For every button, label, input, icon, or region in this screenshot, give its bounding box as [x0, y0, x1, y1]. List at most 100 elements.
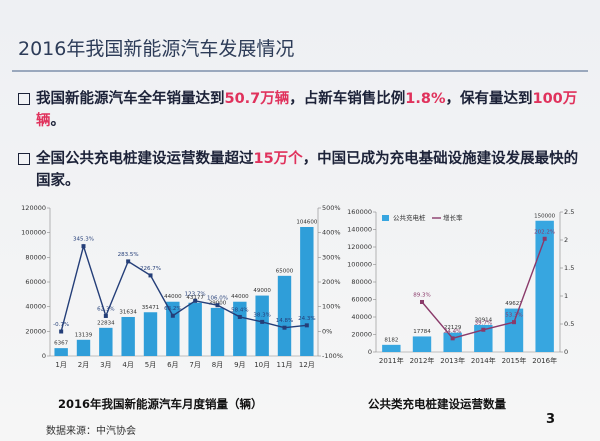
bar	[443, 332, 462, 352]
bar-label: 49627	[505, 301, 523, 307]
line-marker	[215, 303, 220, 308]
point-label: 38.3%	[253, 312, 270, 318]
y-tick-label: 20000	[25, 327, 46, 335]
x-tick-label: 10月	[254, 361, 270, 369]
legend-label: 公共充电桩	[393, 213, 426, 222]
y2-tick-label: 0.5	[564, 320, 574, 328]
y2-tick-label: -100%	[322, 352, 343, 360]
x-tick-label: 2011年	[379, 356, 404, 365]
point-label: 24.4%	[444, 329, 461, 335]
bar	[76, 339, 91, 356]
x-tick-label: 2月	[78, 361, 89, 369]
point-label: 63.2%	[164, 306, 181, 312]
point-label: 89.3%	[413, 292, 430, 298]
x-tick-label: 4月	[122, 361, 133, 369]
x-tick-label: 6月	[167, 361, 178, 369]
point-label: 123.7%	[185, 291, 206, 297]
y2-tick-label: 100%	[322, 303, 341, 311]
line-marker	[260, 319, 265, 324]
y-tick-label: 60000	[25, 278, 46, 286]
point-label: 106.0%	[207, 296, 228, 302]
series-line	[60, 243, 307, 332]
bullet: 我国新能源汽车全年销量达到50.7万辆，占新车销售比例1.8%，保有量达到100…	[14, 88, 584, 132]
x-tick-label: 11月	[277, 361, 293, 369]
line-marker	[282, 325, 287, 330]
y-tick-label: 0	[368, 348, 372, 356]
y-tick-label: 40000	[351, 313, 372, 321]
y-tick-label: 40000	[25, 303, 46, 311]
bar-label: 6367	[54, 341, 68, 347]
x-tick-label: 12月	[299, 361, 315, 369]
line-marker	[103, 313, 108, 318]
y-tick-label: 160000	[347, 208, 372, 216]
line-marker	[450, 336, 455, 341]
bar-label: 49000	[253, 288, 271, 294]
bar-label: 43177	[186, 295, 204, 301]
highlight: 15万个	[253, 151, 303, 167]
line-marker	[193, 298, 198, 303]
y-tick-label: 100000	[347, 261, 372, 269]
x-tick-label: 3月	[100, 361, 111, 369]
line-marker	[512, 320, 516, 325]
bar	[255, 295, 269, 356]
bar-label: 30914	[475, 317, 493, 323]
y2-tick-label: 200%	[322, 278, 341, 286]
y2-tick-label: 0	[564, 348, 568, 356]
line-marker	[81, 244, 86, 249]
y2-tick-label: 500%	[322, 204, 341, 212]
source-note: 数据来源：中汽协会	[46, 426, 136, 437]
page-number: 3	[546, 412, 556, 427]
bullet-text: ，中国已成为充电基础设施建设发展最快的国家。	[36, 151, 579, 189]
highlight: 1.8%	[405, 91, 446, 107]
x-tick-label: 8月	[212, 361, 223, 369]
bar-label: 22129	[444, 325, 462, 331]
point-label: -0.7%	[53, 322, 69, 328]
y2-tick-label: 2.5	[564, 208, 574, 216]
bar-label: 31634	[119, 309, 137, 315]
bar	[300, 226, 314, 356]
line-marker	[420, 299, 424, 304]
y2-tick-label: 0%	[322, 327, 332, 335]
line-marker	[170, 313, 175, 318]
chart-title: 2016年我国新能源汽车月度销量（辆）	[58, 397, 263, 411]
bullet-text: 。	[50, 113, 66, 129]
bar-label: 13139	[75, 332, 93, 338]
line-marker	[542, 236, 547, 241]
y-tick-label: 60000	[351, 296, 372, 304]
bar-label: 150000	[534, 213, 555, 219]
slide-title: 2016年我国新能源汽车发展情况	[18, 38, 295, 60]
point-label: 14.8%	[276, 318, 293, 324]
point-label: 202.2%	[534, 229, 555, 235]
y2-tick-label: 1	[564, 292, 568, 300]
bar-label: 104600	[296, 219, 317, 225]
highlight: 100万辆	[36, 91, 578, 129]
line-marker	[148, 273, 153, 278]
y-tick-label: 120000	[347, 243, 372, 251]
line-marker	[59, 329, 64, 334]
bar-label: 65000	[276, 268, 294, 274]
bar	[504, 308, 524, 352]
point-label: 58.4%	[231, 307, 248, 313]
bullet-text: 我国新能源汽车全年销量达到	[36, 91, 225, 107]
y2-tick-label: 1.5	[564, 264, 574, 272]
y-tick-label: 80000	[25, 253, 46, 261]
y-tick-label: 100000	[21, 229, 46, 237]
point-label: 24.3%	[298, 316, 315, 322]
y-tick-label: 80000	[351, 278, 372, 286]
x-tick-label: 1月	[55, 361, 66, 369]
bullet-text: ，占新车销售比例	[289, 91, 406, 107]
legend-swatch	[382, 215, 389, 221]
bar	[382, 344, 401, 352]
bullet-text: 全国公共充电桩建设运营数量超过	[36, 151, 254, 167]
y-tick-label: 0	[42, 352, 46, 360]
chart-title: 公共类充电桩建设运营数量	[368, 397, 506, 411]
y2-tick-label: 400%	[322, 229, 341, 237]
x-tick-label: 2012年	[410, 356, 435, 365]
point-label: 39.7%	[475, 320, 492, 326]
bar	[99, 327, 113, 356]
highlight: 50.7万辆	[224, 91, 290, 107]
point-label: 62.3%	[97, 306, 114, 312]
x-tick-label: 7月	[189, 361, 200, 369]
bar	[188, 302, 202, 356]
